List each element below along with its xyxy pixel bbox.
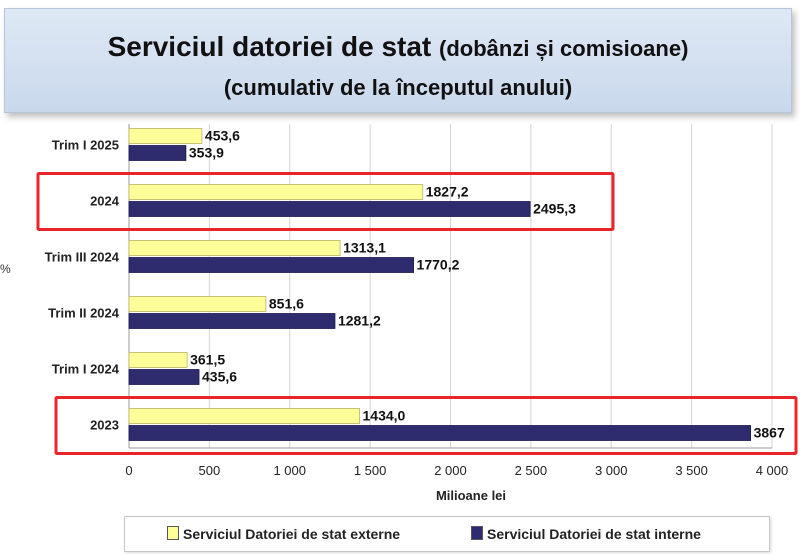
x-axis-title: Milioane lei (436, 488, 506, 503)
bar-internal (128, 425, 752, 441)
x-tick-label: 4 000 (756, 463, 789, 478)
legend-label-internal: Serviciul Datoriei de stat interne (487, 526, 701, 542)
data-label: 1434,0 (363, 408, 406, 424)
data-label: 361,5 (190, 352, 225, 368)
x-tick-label: 1 000 (273, 463, 306, 478)
x-tick-label: 500 (199, 463, 221, 478)
x-tick-label: 3 500 (675, 463, 708, 478)
bar-internal (128, 369, 200, 385)
data-label: 435,6 (202, 369, 237, 385)
data-label: 3867 (754, 425, 785, 441)
legend-swatch-internal (471, 526, 483, 540)
x-tick-label: 1 500 (354, 463, 387, 478)
chart-title: Serviciul datoriei de stat (dobânzi și c… (5, 31, 791, 63)
legend-label-external: Serviciul Datoriei de stat externe (183, 526, 401, 542)
chart-title-main: Serviciul datoriei de stat (107, 31, 432, 62)
highlight-box (54, 396, 798, 455)
bar-internal (128, 201, 531, 217)
x-tick-label: 2 500 (515, 463, 548, 478)
bar-external (128, 240, 341, 256)
legend-item-external: Serviciul Datoriei de stat externe (167, 526, 400, 542)
x-tick-label: 0 (125, 463, 132, 478)
y-category-label: Trim II 2024 (48, 306, 120, 321)
bar-internal (128, 313, 336, 329)
edge-artifact: % (0, 262, 11, 276)
bar-external (128, 184, 424, 200)
data-label: 353,9 (189, 145, 224, 161)
data-label: 851,6 (269, 296, 304, 312)
legend-swatch-external (167, 526, 179, 540)
highlight-box (36, 172, 615, 231)
y-category-label: Trim III 2024 (45, 250, 120, 265)
chart-subtitle: (cumulativ de la începutul anului) (223, 75, 573, 100)
data-label: 1827,2 (426, 184, 469, 200)
y-category-label: Trim I 2024 (52, 362, 120, 377)
y-category-label: 2023 (90, 418, 119, 433)
chart-title-qualifier: (dobânzi și comisioane) (439, 36, 689, 61)
data-label: 1313,1 (343, 240, 386, 256)
data-label: 2495,3 (533, 201, 576, 217)
title-banner: Serviciul datoriei de stat (dobânzi și c… (4, 8, 792, 113)
data-label: 453,6 (205, 128, 240, 144)
data-label: 1770,2 (417, 257, 460, 273)
legend-item-internal: Serviciul Datoriei de stat interne (471, 526, 701, 542)
bar-external (128, 408, 360, 424)
data-label: 1281,2 (338, 313, 381, 329)
legend: Serviciul Datoriei de stat externe Servi… (124, 516, 770, 552)
bar-external (128, 352, 188, 368)
bar-internal (128, 145, 187, 161)
bar-internal (128, 257, 414, 273)
bar-external (128, 128, 203, 144)
y-category-label: 2024 (90, 194, 120, 209)
bar-external (128, 296, 267, 312)
x-tick-label: 2 000 (434, 463, 467, 478)
x-tick-label: 3 000 (595, 463, 628, 478)
y-category-label: Trim I 2025 (52, 138, 119, 153)
